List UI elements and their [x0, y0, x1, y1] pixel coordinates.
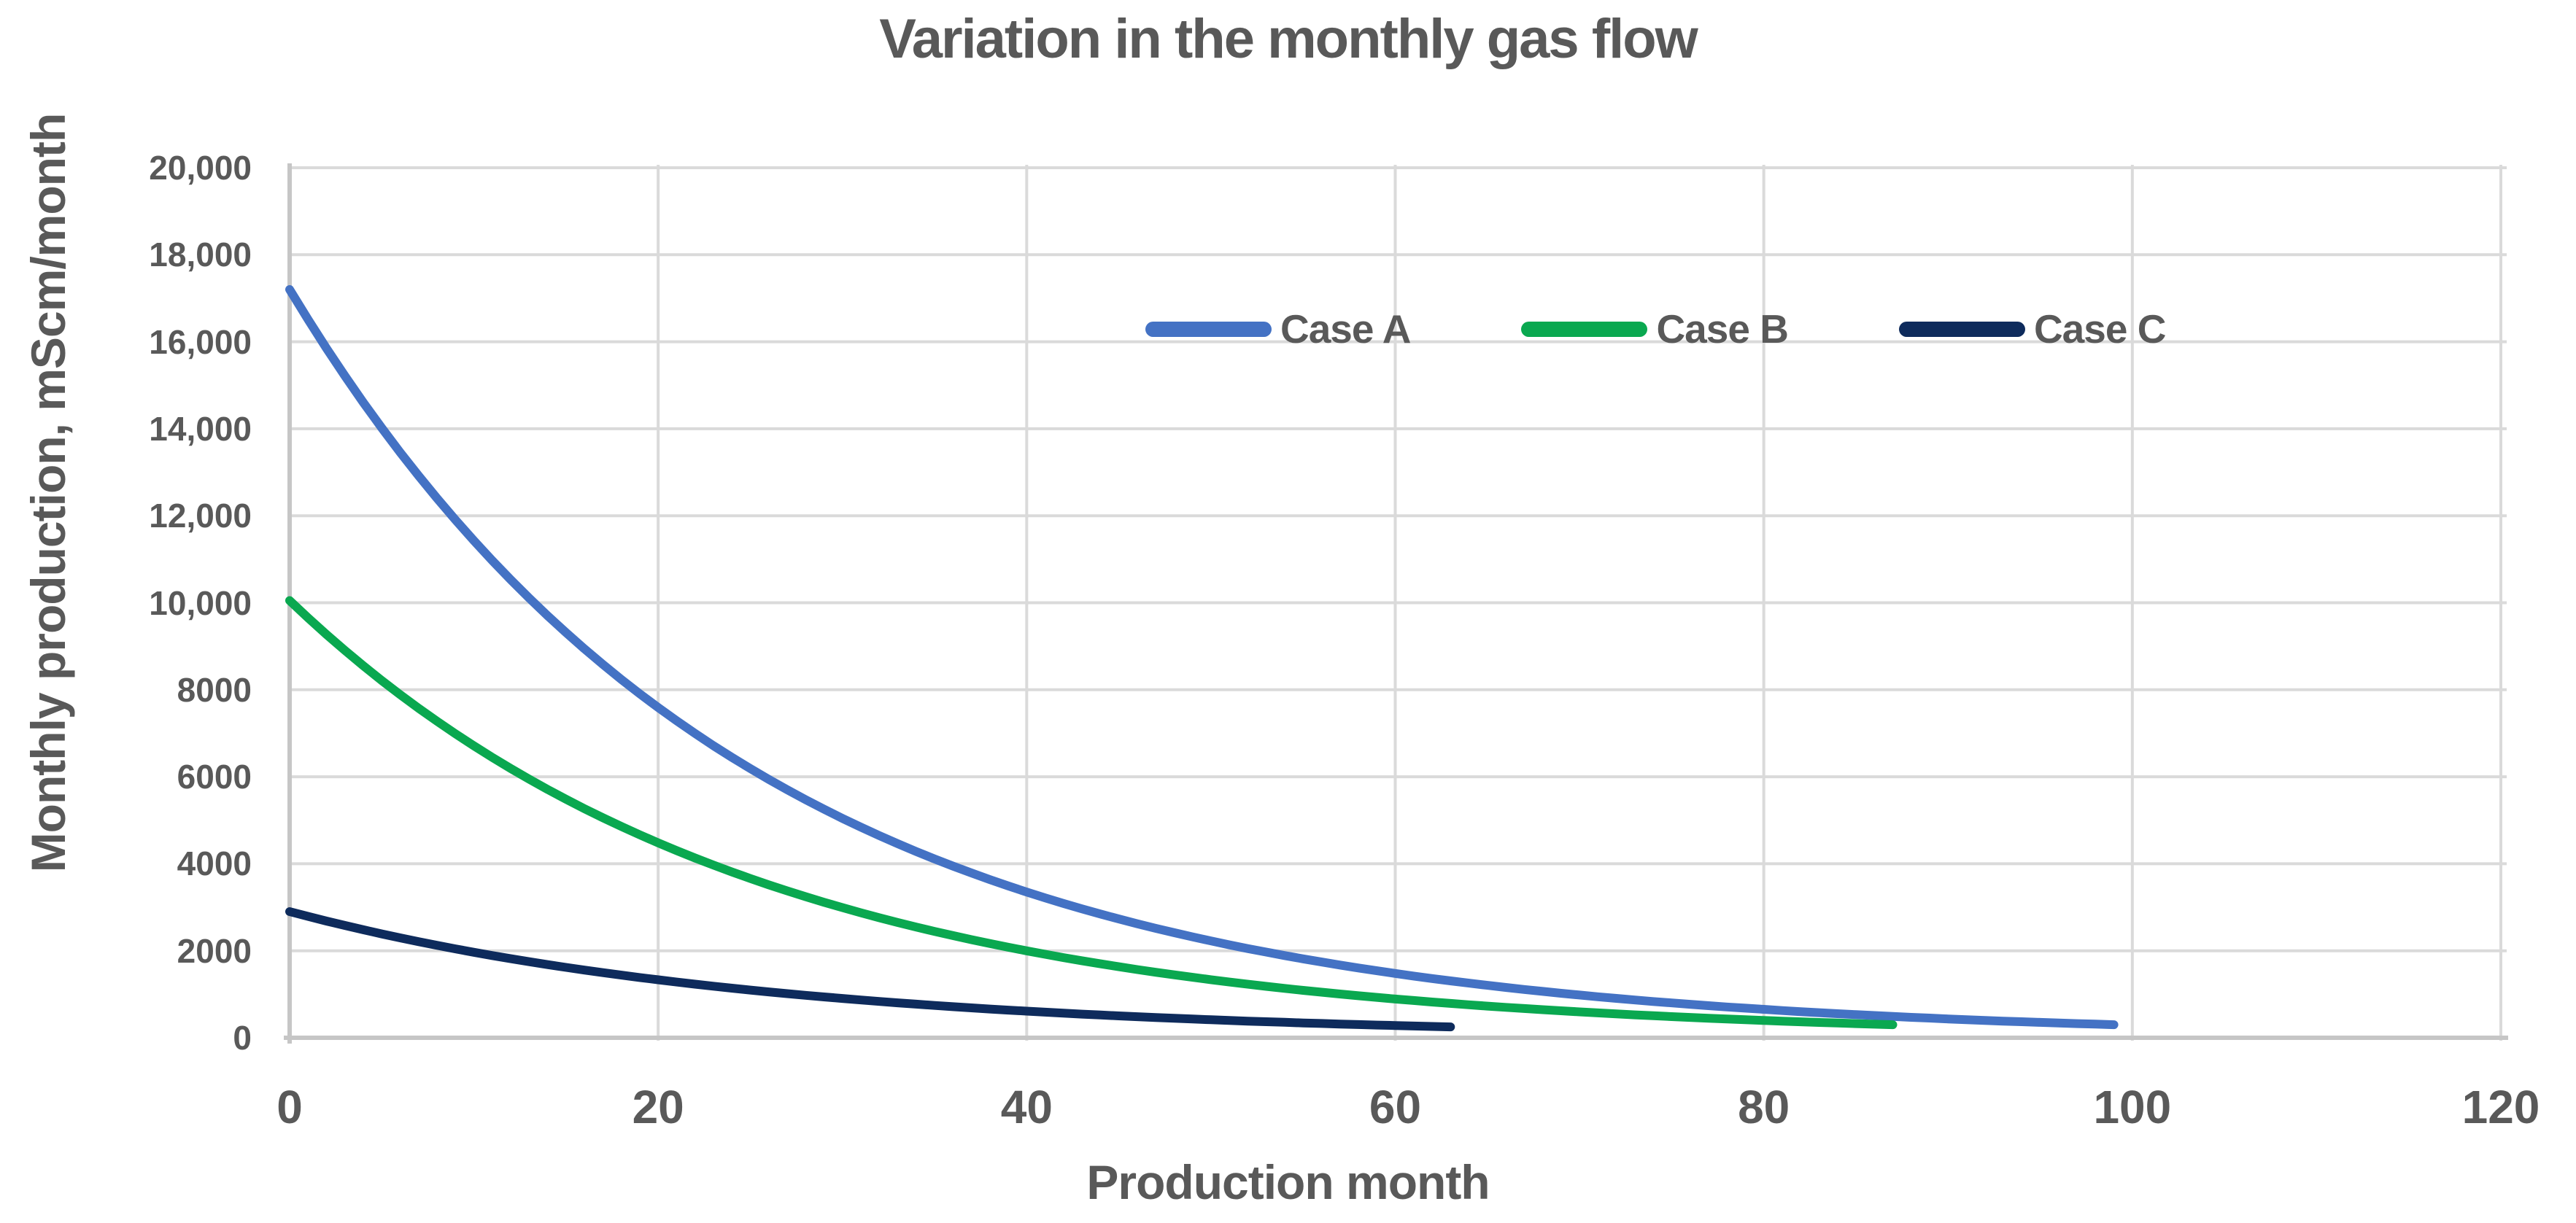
x-tick-label: 40 — [1000, 1081, 1053, 1133]
series-line-case-c[interactable] — [285, 907, 1455, 1032]
x-tick-label: 60 — [1369, 1081, 1422, 1133]
legend-item-case-a[interactable]: Case A — [1145, 306, 1411, 352]
y-tick-label: 20,000 — [149, 149, 252, 187]
y-tick-label: 2000 — [177, 931, 252, 970]
series-line-case-a[interactable] — [285, 285, 2119, 1030]
series-line-case-b[interactable] — [285, 596, 1898, 1030]
legend-swatch-case-a — [1145, 322, 1272, 337]
legend: Case A Case B Case C — [1145, 306, 2166, 352]
x-tick-label: 80 — [1738, 1081, 1790, 1133]
chart-title: Variation in the monthly gas flow — [879, 8, 1698, 70]
y-tick-label: 4000 — [177, 845, 252, 883]
x-tick-label: 120 — [2461, 1081, 2540, 1133]
legend-label: Case C — [2033, 306, 2166, 352]
y-tick-label: 12,000 — [149, 497, 252, 535]
legend-label: Case B — [1656, 306, 1788, 352]
legend-swatch-case-b — [1521, 322, 1648, 337]
y-tick-label: 16,000 — [149, 322, 252, 361]
legend-item-case-b[interactable]: Case B — [1521, 306, 1789, 352]
x-axis-title: Production month — [1086, 1155, 1490, 1209]
y-tick-label: 18,000 — [149, 236, 252, 274]
x-tick-label: 20 — [632, 1081, 684, 1133]
y-tick-label: 8000 — [177, 670, 252, 709]
x-tick-label: 100 — [2093, 1081, 2172, 1133]
legend-item-case-c[interactable]: Case C — [1898, 306, 2166, 352]
y-tick-label: 14,000 — [149, 409, 252, 448]
y-tick-label: 6000 — [177, 758, 252, 796]
legend-swatch-case-c — [1898, 322, 2025, 337]
legend-label: Case A — [1280, 306, 1411, 352]
y-tick-label: 10,000 — [149, 583, 252, 622]
y-tick-label: 0 — [233, 1019, 252, 1057]
x-tick-label: 0 — [276, 1081, 303, 1133]
